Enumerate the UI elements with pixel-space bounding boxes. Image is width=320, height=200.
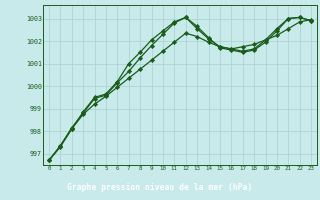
Text: Graphe pression niveau de la mer (hPa): Graphe pression niveau de la mer (hPa) <box>68 182 252 192</box>
